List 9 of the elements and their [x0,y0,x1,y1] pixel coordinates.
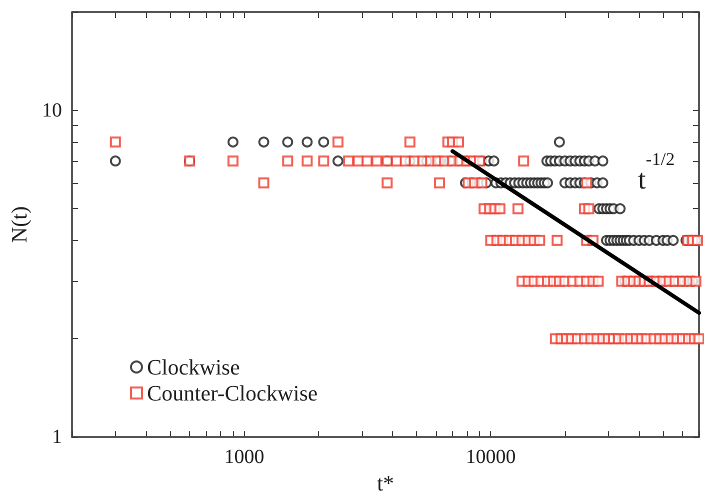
annotation: t-1/2 [638,149,675,196]
x-tick-label: 1000 [224,446,264,468]
x-axis-title: t* [376,470,394,496]
y-axis-title: N(t) [6,206,32,243]
y-tick-label: 1 [52,426,62,448]
legend-label: Clockwise [147,354,240,380]
y-tick-label: 10 [42,99,62,122]
x-tick-label: 10000 [466,446,516,468]
legend-label: Counter-Clockwise [147,380,318,406]
